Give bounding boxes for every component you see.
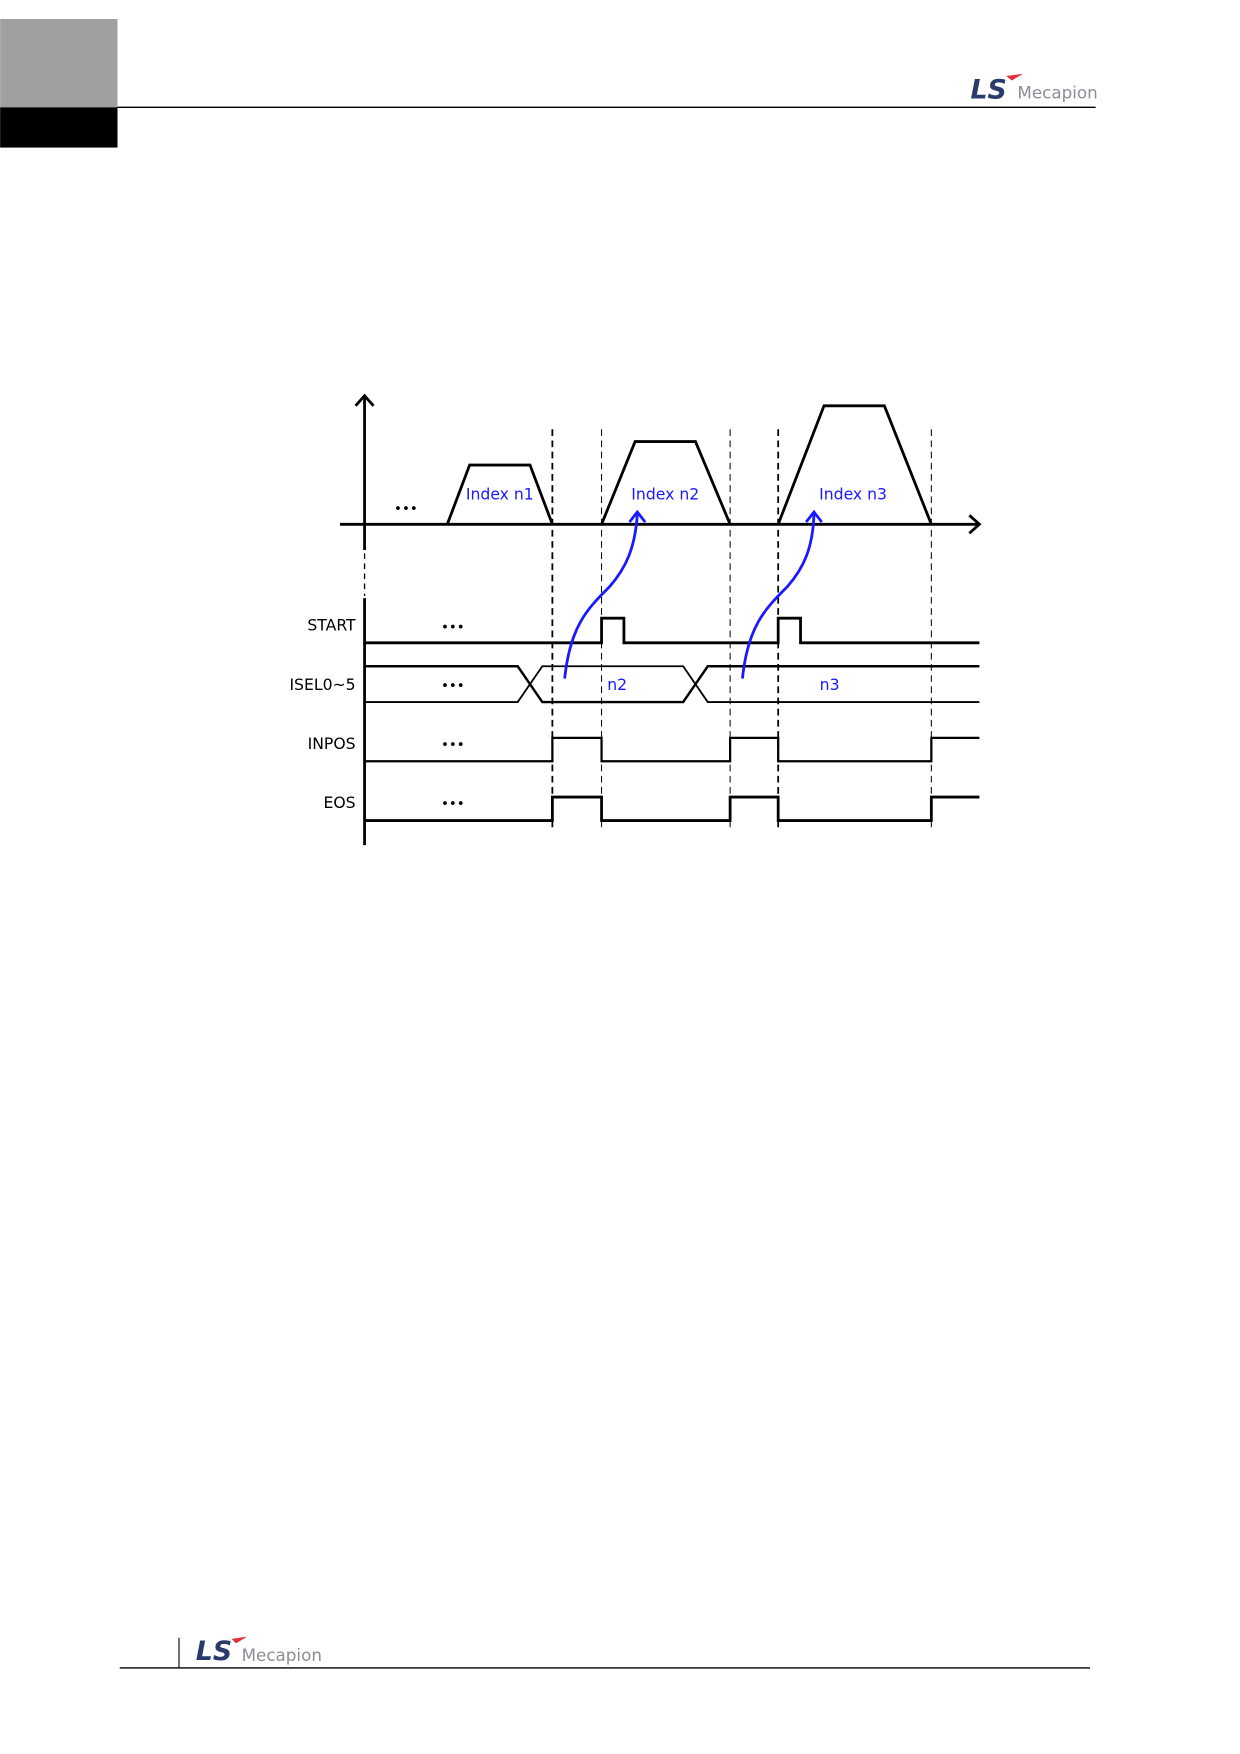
chapter-tab-gray (0, 19, 118, 108)
index-link-arrow-n3 (741, 514, 816, 679)
ellipsis: ••• (441, 679, 465, 694)
profile-label: Index n2 (631, 485, 699, 504)
ellipsis: ••• (441, 621, 465, 636)
svg-text:Mecapion: Mecapion (1017, 82, 1097, 102)
signal-inpos-wave (364, 736, 980, 763)
profile-label: Index n1 (466, 485, 534, 504)
svg-text:Mecapion: Mecapion (242, 1645, 322, 1665)
profile-n3 (776, 404, 933, 525)
signal-isel-wave-bottom (364, 665, 980, 703)
profile-n2 (600, 440, 732, 525)
logo-swoosh-icon (1006, 73, 1024, 81)
ellipsis: ••• (441, 738, 465, 753)
isel-value: n2 (607, 675, 627, 694)
timing-diagram (339, 393, 982, 846)
logo-swoosh-icon (231, 1636, 248, 1644)
profile-n1 (445, 463, 554, 525)
chapter-tab-black (0, 107, 118, 148)
y-axis-arrow-icon (354, 393, 375, 407)
footer-logo: LS Mecapion (196, 1636, 322, 1667)
signal-eos-wave (364, 795, 980, 822)
svg-text:LS: LS (970, 74, 1006, 105)
signal-label-inpos: INPOS (308, 734, 356, 753)
arrowhead-icon (628, 509, 647, 523)
signal-label-eos: EOS (323, 793, 355, 812)
ellipsis: ••• (394, 502, 418, 517)
isel-value: n3 (820, 675, 840, 694)
diagram-labels: Index n1 Index n2 Index n3 ••• START ISE… (289, 485, 887, 813)
profile-label: Index n3 (819, 485, 887, 504)
signal-isel-wave-top (364, 665, 980, 704)
ellipsis: ••• (441, 797, 465, 812)
signal-label-start: START (307, 616, 356, 635)
arrowhead-icon (805, 509, 823, 523)
header-logo: LS Mecapion (970, 73, 1098, 105)
svg-text:LS: LS (196, 1636, 232, 1667)
index-link-arrow-n2 (563, 514, 639, 679)
signal-start-wave (364, 616, 980, 645)
signal-label-isel: ISEL0~5 (289, 675, 355, 694)
x-axis-arrow-icon (968, 514, 982, 535)
